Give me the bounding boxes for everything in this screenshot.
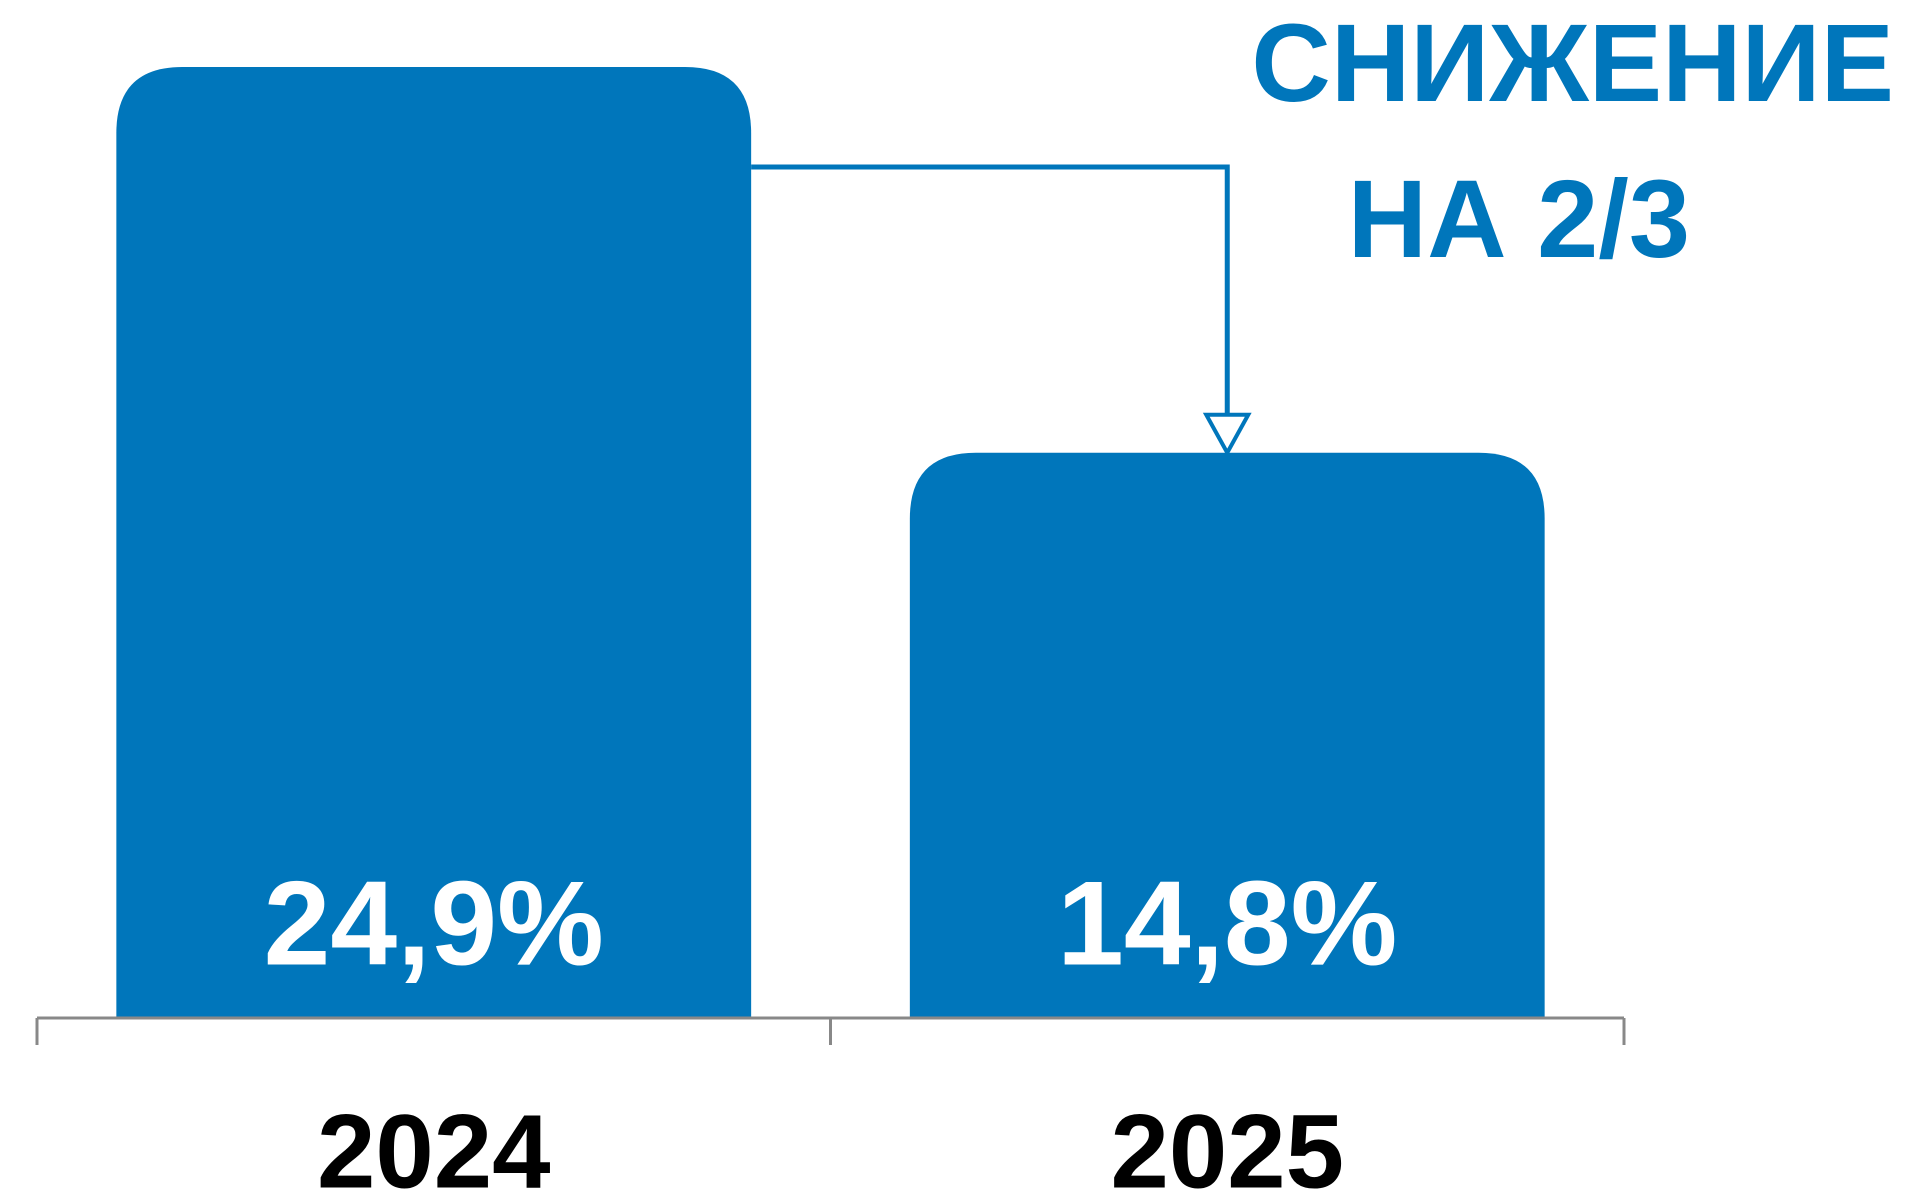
value-label: 24,9% <box>264 857 604 991</box>
bar <box>909 452 1545 1019</box>
value-label: 14,8% <box>1057 857 1397 991</box>
arrow-head <box>1202 412 1252 457</box>
annotation: СНИЖЕНИЕ <box>1251 2 1894 125</box>
x-tick-label: 2025 <box>1110 1094 1344 1198</box>
annotation: НА 2/3 <box>1348 158 1690 281</box>
x-tick-label: 2024 <box>317 1094 551 1198</box>
arrow-line <box>751 164 1230 415</box>
bar <box>116 67 752 1018</box>
